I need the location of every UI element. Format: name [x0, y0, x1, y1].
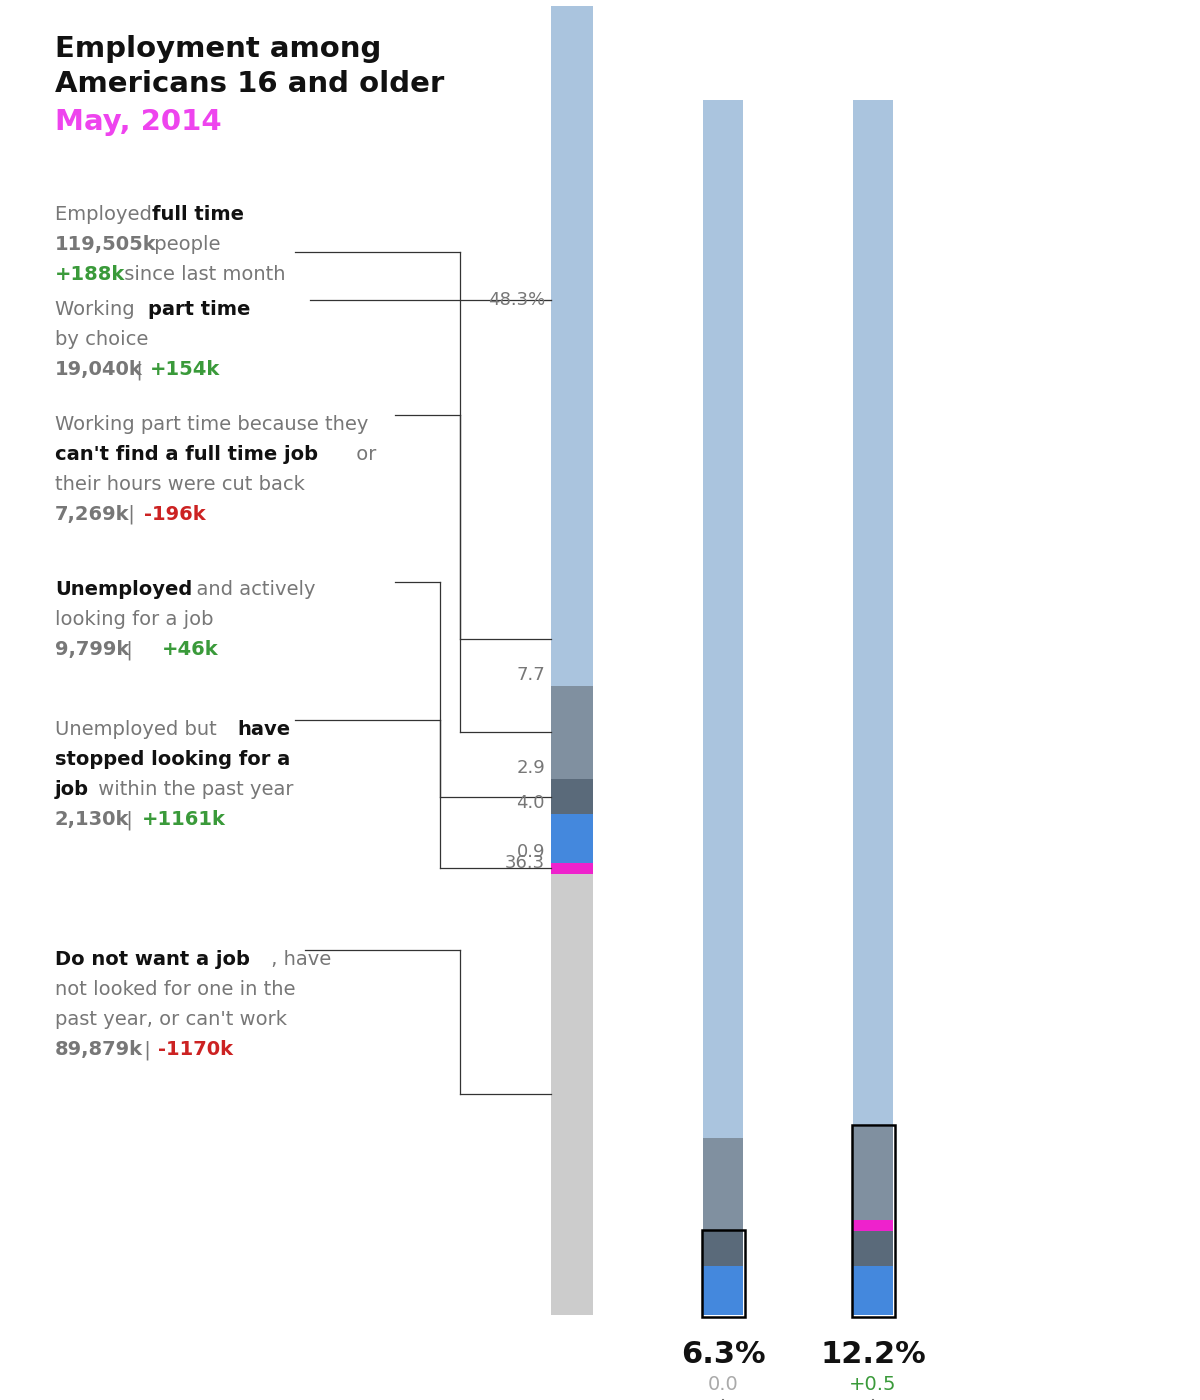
Text: 119,505k: 119,505k: [55, 235, 157, 253]
Bar: [853, 1221, 893, 1231]
Text: |: |: [130, 360, 149, 379]
Text: +154k: +154k: [150, 360, 221, 379]
Text: Working: Working: [55, 300, 140, 319]
Text: since last month: since last month: [118, 265, 286, 284]
Text: May, 2014: May, 2014: [55, 108, 222, 136]
Text: by choice: by choice: [55, 330, 149, 349]
Bar: [853, 1231, 893, 1267]
Bar: [551, 780, 593, 815]
Text: 7,269k: 7,269k: [55, 505, 130, 524]
Text: people: people: [148, 235, 221, 253]
Text: Unemployed but: Unemployed but: [55, 720, 223, 739]
Text: |: |: [120, 811, 139, 829]
Text: +188k: +188k: [55, 265, 125, 284]
Bar: [703, 1138, 743, 1231]
Text: -1170k: -1170k: [158, 1040, 233, 1058]
Text: +0.5: +0.5: [850, 1375, 896, 1394]
Bar: [551, 7, 593, 594]
Text: Employed: Employed: [55, 204, 158, 224]
Text: have: have: [238, 720, 290, 739]
Text: -196k: -196k: [144, 505, 205, 524]
Bar: [551, 686, 593, 780]
Text: 9,799k: 9,799k: [55, 640, 130, 659]
Text: within the past year: within the past year: [92, 780, 294, 799]
Text: 0.9: 0.9: [516, 843, 545, 861]
Bar: [703, 1231, 743, 1267]
Text: |: |: [120, 640, 151, 659]
Text: 2.9: 2.9: [516, 759, 545, 777]
Bar: [703, 1267, 743, 1315]
Text: Unemployed: Unemployed: [55, 580, 192, 599]
Text: 4.0: 4.0: [516, 794, 545, 812]
Bar: [703, 99, 743, 1315]
Text: Americans 16 and older: Americans 16 and older: [55, 70, 444, 98]
Text: their hours were cut back: their hours were cut back: [55, 475, 305, 494]
Bar: [853, 99, 893, 1315]
Text: 0.0: 0.0: [708, 1375, 738, 1394]
Text: and actively: and actively: [184, 580, 316, 599]
Text: |: |: [138, 1040, 157, 1060]
Bar: [551, 874, 593, 1315]
Text: 19,040k: 19,040k: [55, 360, 143, 379]
Text: +46k: +46k: [162, 640, 218, 659]
Text: or: or: [350, 445, 377, 463]
Text: +1161k: +1161k: [142, 811, 226, 829]
Bar: [551, 815, 593, 862]
Text: past year, or can't work: past year, or can't work: [55, 1009, 287, 1029]
Text: Employment among: Employment among: [55, 35, 382, 63]
Text: 12.2%: 12.2%: [820, 1340, 926, 1369]
Bar: [853, 1267, 893, 1315]
Text: 89,879k: 89,879k: [55, 1040, 143, 1058]
Bar: [702, 1229, 744, 1316]
Text: Do not want a job: Do not want a job: [55, 951, 250, 969]
Text: Working part time because they: Working part time because they: [55, 414, 368, 434]
Text: stopped looking for a: stopped looking for a: [55, 750, 290, 769]
Text: looking for a job: looking for a job: [55, 610, 214, 629]
Text: 6.3%: 6.3%: [680, 1340, 766, 1369]
Text: 7.7: 7.7: [516, 665, 545, 683]
Text: not looked for one in the: not looked for one in the: [55, 980, 295, 1000]
Bar: [853, 1127, 893, 1221]
Text: part time: part time: [148, 300, 251, 319]
Bar: [852, 1126, 894, 1316]
Text: can't find a full time job: can't find a full time job: [55, 445, 318, 463]
Text: |: |: [122, 505, 142, 525]
Text: 2,130k: 2,130k: [55, 811, 130, 829]
Text: , have: , have: [265, 951, 331, 969]
Text: 36.3: 36.3: [505, 854, 545, 872]
Text: full time: full time: [152, 204, 244, 224]
Bar: [551, 594, 593, 686]
Text: job: job: [55, 780, 89, 799]
Text: 48.3%: 48.3%: [487, 291, 545, 309]
Bar: [551, 862, 593, 874]
